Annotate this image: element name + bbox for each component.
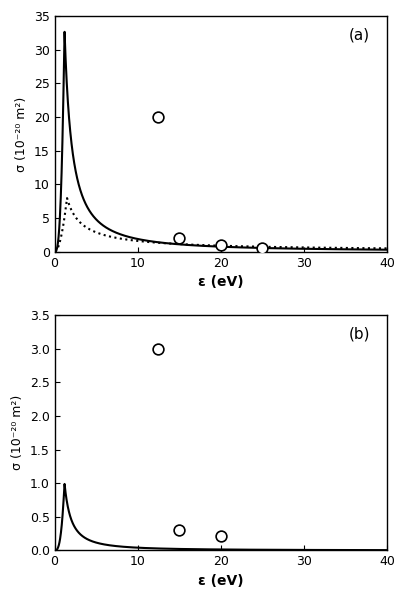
X-axis label: ε (eV): ε (eV) (198, 574, 243, 588)
Y-axis label: σ (10⁻²⁰ m²): σ (10⁻²⁰ m²) (15, 96, 28, 171)
Point (217, 531, 224, 540)
Text: (b): (b) (348, 326, 369, 341)
X-axis label: ε (eV): ε (eV) (198, 275, 243, 289)
Text: (a): (a) (348, 28, 369, 43)
Point (155, 344, 161, 353)
Point (175, 234, 182, 243)
Point (155, 112, 161, 122)
Point (217, 240, 224, 250)
Point (258, 243, 265, 252)
Y-axis label: σ (10⁻²⁰ m²): σ (10⁻²⁰ m²) (11, 395, 24, 470)
Point (175, 525, 182, 535)
